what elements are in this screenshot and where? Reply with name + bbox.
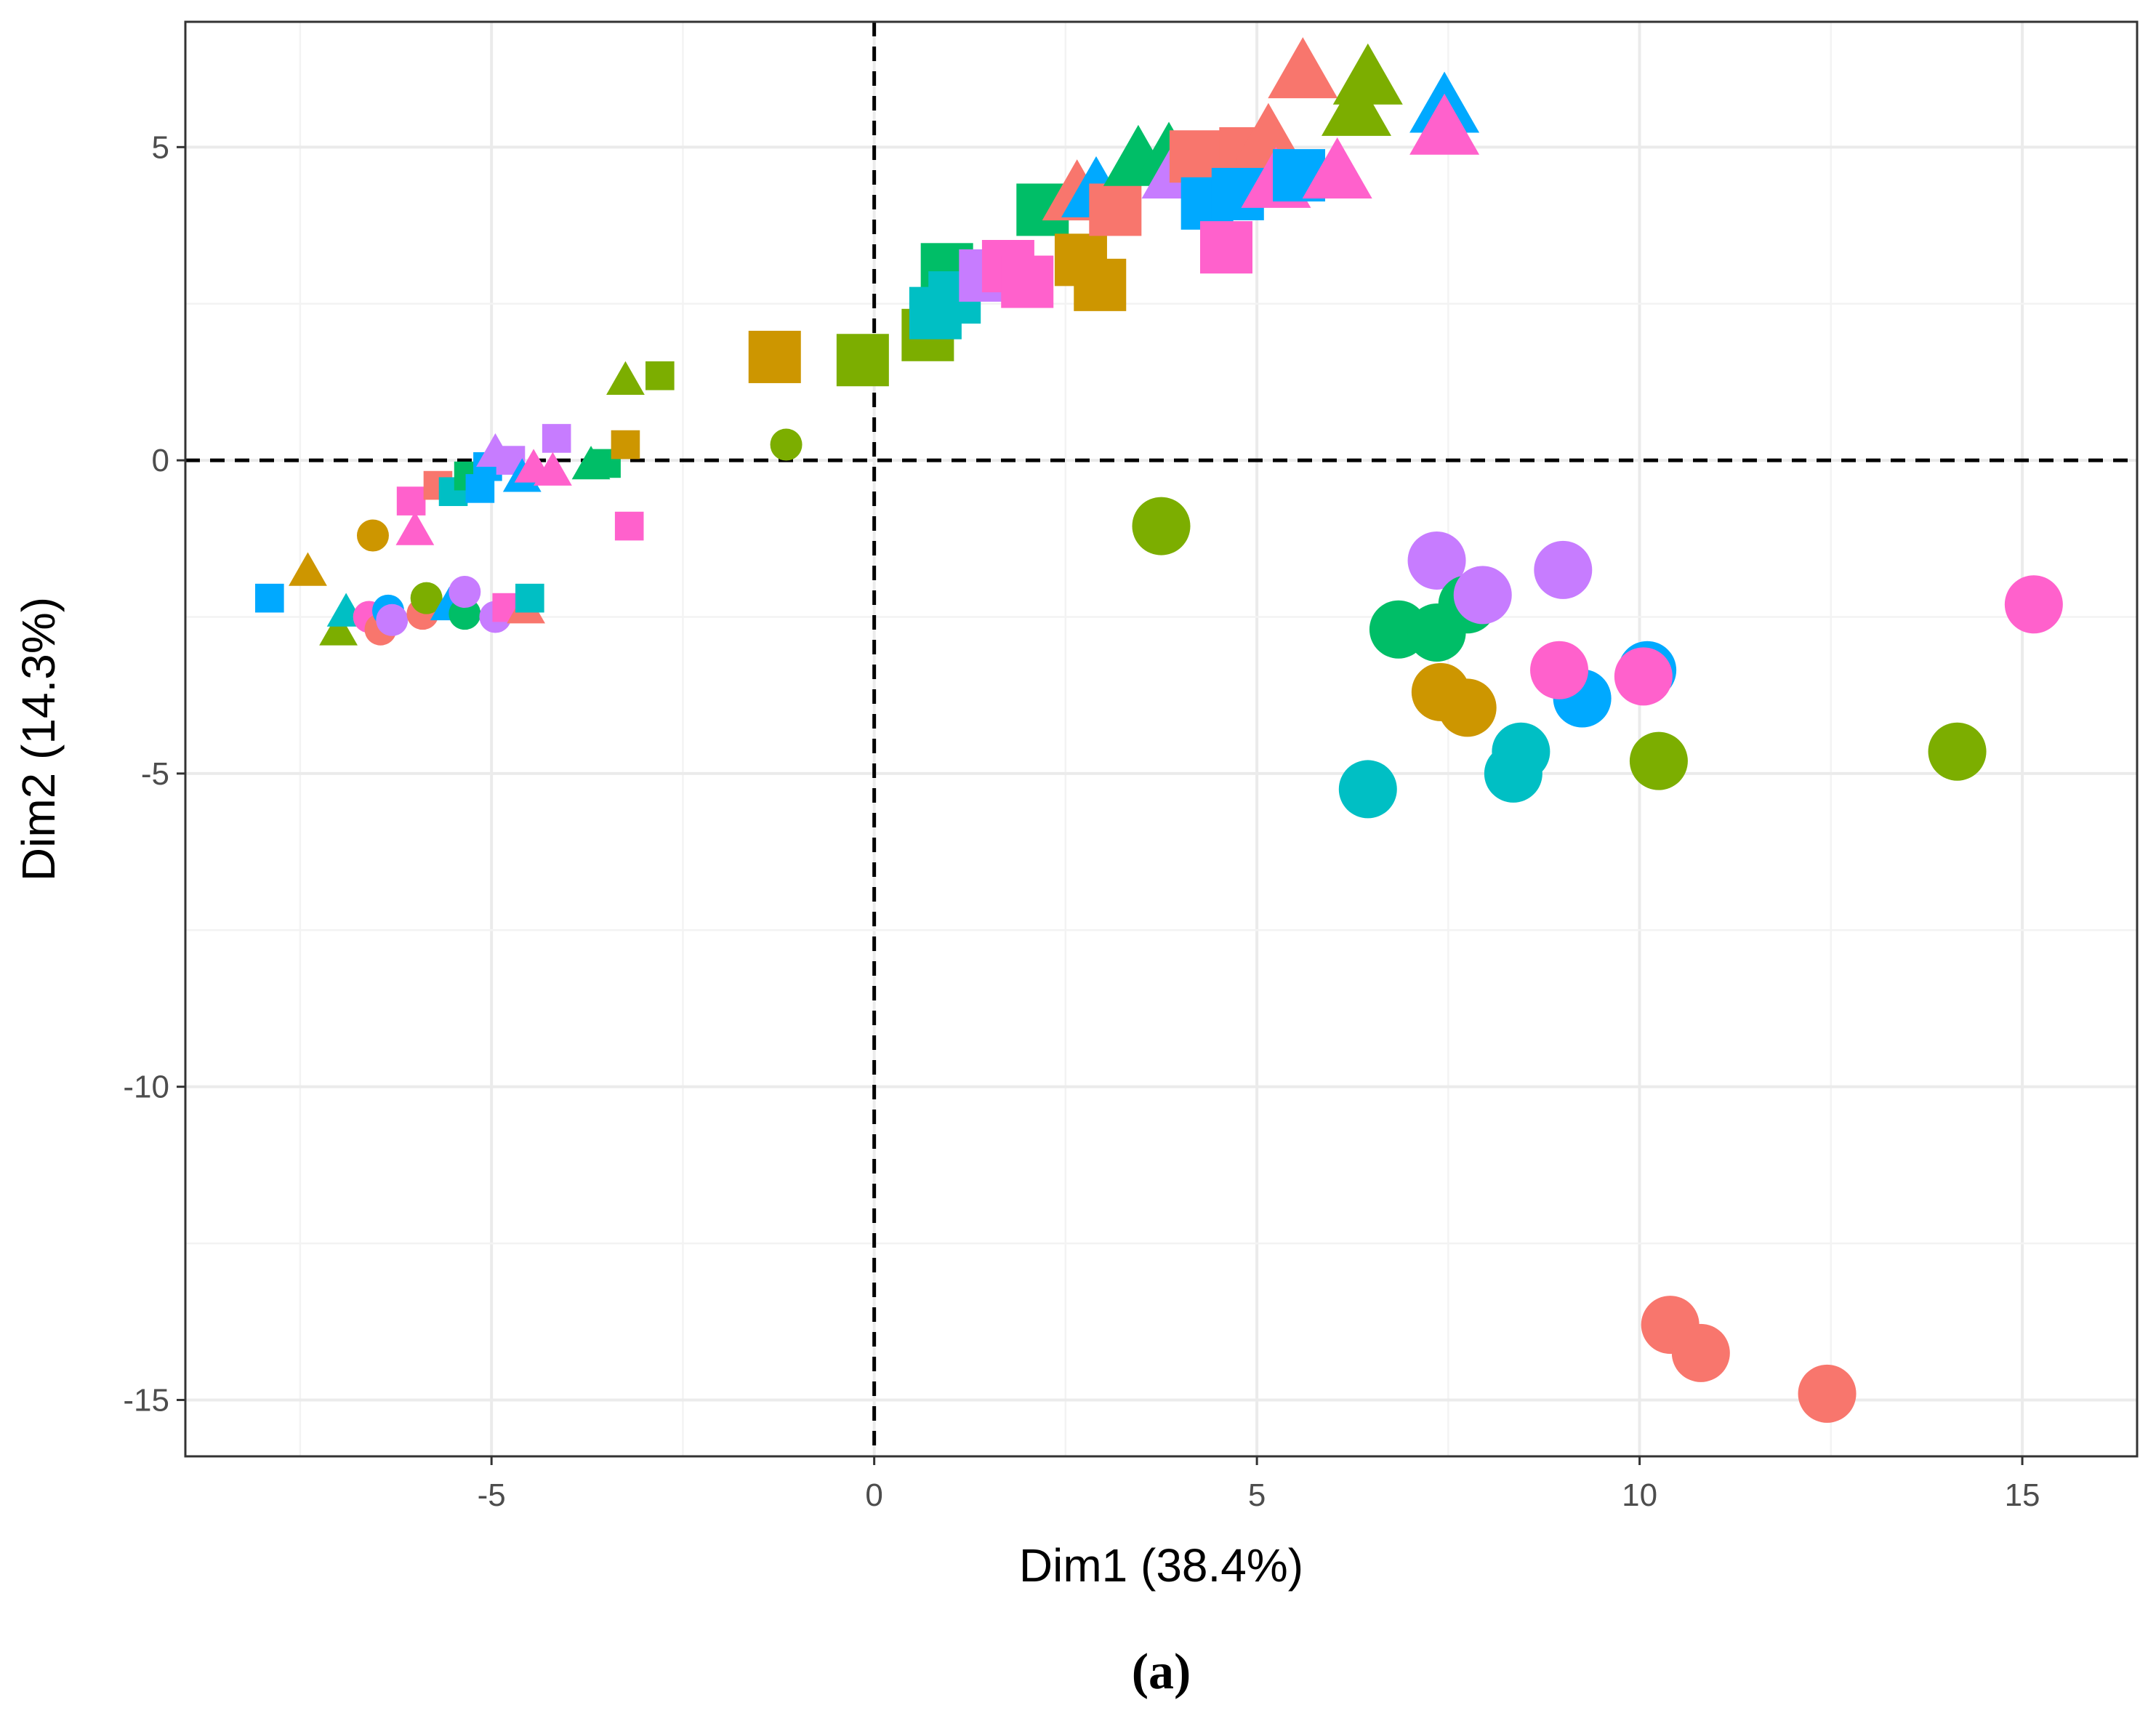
panel-border: [184, 20, 2139, 1458]
point-triangle: [289, 552, 327, 586]
x-axis: -5 0 5 10 15: [478, 1456, 2040, 1513]
plot-panel: [184, 20, 2139, 1458]
point-circle: [1671, 1323, 1730, 1382]
figure-caption: (a): [1132, 1644, 1191, 1700]
data-points: [255, 37, 2063, 1423]
x-tick-label: 10: [1622, 1477, 1657, 1513]
point-square: [396, 486, 426, 515]
point-square: [645, 361, 675, 390]
y-tick-label: -5: [141, 756, 169, 792]
panel-background: [185, 22, 2137, 1456]
point-square: [748, 330, 801, 383]
point-triangle: [606, 361, 645, 395]
point-square: [1089, 183, 1142, 236]
point-circle: [1629, 731, 1688, 790]
y-tick-label: 5: [152, 129, 169, 165]
x-tick-label: 0: [865, 1477, 882, 1513]
y-axis-title: Dim2 (14.3%): [12, 597, 65, 881]
point-triangle: [395, 511, 435, 545]
point-circle: [1453, 566, 1512, 625]
point-circle: [1338, 760, 1397, 819]
point-triangle: [1322, 74, 1391, 136]
point-square: [542, 424, 571, 453]
point-triangle: [319, 611, 358, 646]
point-circle: [770, 428, 803, 461]
point-circle: [1614, 647, 1673, 706]
point-square: [515, 583, 544, 613]
x-axis-title: Dim1 (38.4%): [1019, 1539, 1303, 1592]
point-circle: [1530, 641, 1589, 699]
point-circle: [1928, 722, 1987, 781]
point-square: [614, 511, 644, 541]
point-circle: [356, 519, 389, 552]
point-square: [1074, 258, 1127, 311]
point-circle: [2004, 575, 2063, 634]
x-tick-label: 15: [2005, 1477, 2040, 1513]
point-circle: [449, 576, 481, 609]
point-circle: [1484, 744, 1542, 803]
y-tick-label: -15: [123, 1382, 169, 1418]
point-circle: [376, 603, 409, 636]
point-circle: [1132, 497, 1191, 555]
point-triangle: [1302, 137, 1372, 199]
point-triangle: [1332, 43, 1403, 105]
x-tick-label: -5: [478, 1477, 506, 1513]
point-square: [611, 430, 640, 460]
point-square: [1200, 221, 1252, 274]
point-circle: [1798, 1364, 1857, 1423]
point-square: [836, 334, 889, 387]
point-circle: [410, 582, 443, 614]
point-triangle: [534, 452, 572, 486]
y-tick-label: 0: [152, 443, 169, 478]
point-circle: [1534, 540, 1593, 599]
x-tick-label: 5: [1248, 1477, 1266, 1513]
y-tick-label: -10: [123, 1070, 169, 1105]
point-square: [255, 583, 284, 613]
point-triangle: [1268, 37, 1338, 99]
point-circle: [1407, 531, 1466, 590]
y-axis: 5 0 -5 -10 -15: [123, 129, 185, 1418]
point-circle: [449, 598, 481, 630]
point-triangle: [1409, 93, 1480, 155]
point-square: [1001, 255, 1054, 308]
point-circle: [1438, 678, 1497, 737]
point-triangle: [1233, 103, 1303, 164]
